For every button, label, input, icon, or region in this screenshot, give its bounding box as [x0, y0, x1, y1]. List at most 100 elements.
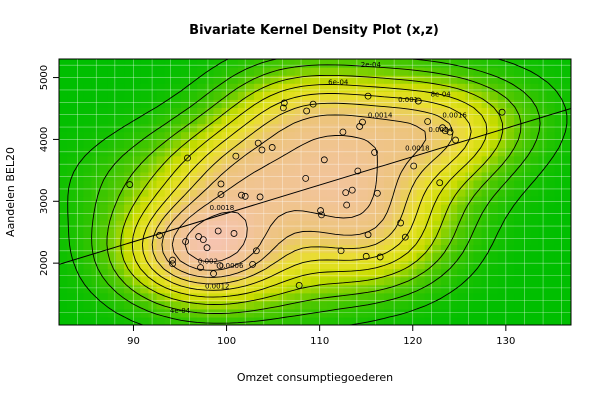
density-cell: [465, 91, 475, 100]
density-cell: [343, 300, 353, 310]
density-cell: [172, 115, 182, 125]
density-cell: [400, 292, 410, 302]
density-cell: [229, 204, 239, 213]
density-cell: [83, 75, 93, 84]
density-cell: [375, 284, 385, 294]
density-cell: [359, 292, 369, 302]
density-cell: [505, 187, 515, 197]
density-cell: [310, 107, 320, 117]
density-cell: [562, 276, 571, 286]
density-cell: [205, 155, 215, 165]
density-cell: [107, 300, 117, 310]
density-cell: [384, 220, 393, 229]
density-cell: [497, 155, 507, 165]
density-cell: [132, 115, 141, 125]
density-cell: [245, 268, 255, 278]
y-tick-label: 2000: [39, 250, 50, 275]
density-cell: [522, 212, 531, 221]
density-cell: [514, 131, 523, 141]
density-cell: [392, 123, 401, 133]
density-cell: [213, 316, 223, 325]
contour-label: 0.0018: [405, 145, 430, 153]
density-cell: [497, 139, 507, 149]
density-cell: [432, 308, 442, 318]
density-cell: [83, 131, 93, 141]
density-cell: [180, 284, 190, 294]
density-cell: [457, 300, 466, 310]
density-cell: [310, 236, 320, 245]
density-cell: [302, 115, 312, 125]
density-cell: [156, 139, 166, 149]
density-cell: [237, 220, 247, 229]
density-cell: [449, 75, 458, 84]
density-cell: [294, 91, 304, 100]
density-cell: [164, 316, 174, 325]
density-cell: [514, 107, 523, 117]
density-cell: [375, 300, 385, 310]
density-cell: [497, 276, 507, 286]
density-cell: [221, 67, 231, 76]
density-cell: [164, 179, 174, 189]
density-cell: [237, 284, 247, 294]
density-cell: [132, 75, 141, 84]
density-cell: [481, 83, 491, 92]
density-cell: [400, 107, 410, 117]
density-cell: [67, 196, 76, 205]
density-cell: [115, 204, 125, 213]
density-cell: [481, 300, 491, 310]
density-cell: [522, 171, 531, 181]
density-cell: [400, 228, 410, 237]
density-cell: [91, 179, 101, 189]
data-point: [441, 127, 449, 135]
density-cell: [213, 252, 223, 262]
density-cell: [286, 284, 296, 294]
density-cell: [189, 131, 198, 141]
density-cell: [367, 308, 377, 318]
density-cell: [327, 316, 336, 325]
density-cell: [245, 212, 255, 221]
density-cell: [505, 67, 515, 76]
density-cell: [107, 163, 117, 173]
density-cell: [140, 75, 149, 84]
density-cell: [221, 292, 231, 302]
density-cell: [75, 171, 84, 181]
density-cell: [270, 83, 280, 92]
density-cell: [327, 67, 336, 76]
density-cell: [205, 91, 215, 100]
density-cell: [205, 260, 215, 270]
density-cell: [367, 107, 377, 117]
contour-label: 0.0014: [368, 111, 393, 119]
density-cell: [310, 123, 320, 133]
data-point: [397, 219, 405, 227]
density-cell: [83, 300, 93, 310]
data-point: [302, 174, 310, 182]
density-cell: [302, 171, 312, 181]
density-cell: [465, 260, 475, 270]
density-cell: [530, 91, 540, 100]
density-cell: [530, 204, 540, 213]
density-cell: [262, 91, 271, 100]
density-cell: [514, 236, 523, 245]
density-cell: [432, 155, 442, 165]
data-point: [210, 270, 217, 278]
density-cell: [310, 204, 320, 213]
density-cell: [424, 316, 434, 325]
density-cell: [140, 139, 149, 149]
density-cell: [505, 220, 515, 229]
density-cell: [400, 187, 410, 197]
density-cell: [254, 236, 263, 245]
density-cell: [335, 187, 345, 197]
density-cell: [522, 187, 531, 197]
density-cell: [180, 300, 190, 310]
density-cell: [359, 59, 369, 68]
density-cell: [115, 292, 125, 302]
density-cell: [489, 131, 499, 141]
density-cell: [481, 220, 491, 229]
density-cell: [400, 220, 410, 229]
density-cell: [189, 155, 198, 165]
density-cell: [115, 115, 125, 125]
density-cell: [67, 75, 76, 84]
density-cell: [294, 131, 304, 141]
density-cell: [481, 99, 491, 108]
density-cell: [335, 284, 345, 294]
